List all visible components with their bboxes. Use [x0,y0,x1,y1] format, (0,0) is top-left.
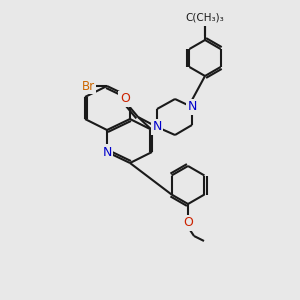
Text: O: O [183,217,193,230]
Text: Br: Br [81,80,94,92]
Text: N: N [187,100,197,113]
Text: N: N [102,146,112,158]
Text: O: O [120,92,130,106]
Text: N: N [152,121,162,134]
Text: C(CH₃)₃: C(CH₃)₃ [186,13,224,23]
